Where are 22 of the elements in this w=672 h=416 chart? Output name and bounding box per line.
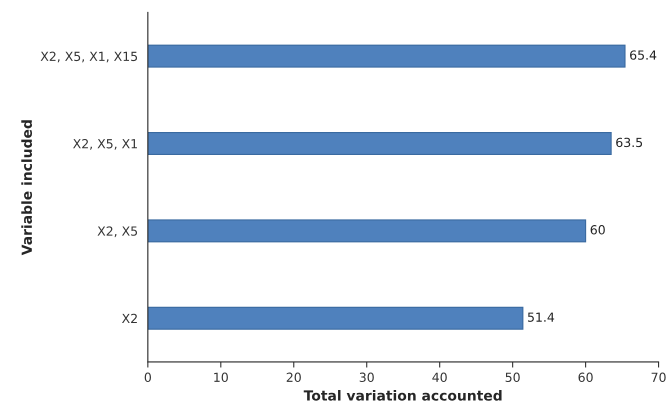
x-tick-label: 10	[214, 372, 228, 382]
data-label: 60	[590, 225, 605, 235]
x-tick-label: 70	[652, 372, 666, 382]
x-tick-label: 60	[578, 372, 593, 382]
bar	[148, 219, 586, 242]
x-tick-label: 40	[432, 372, 447, 382]
bar	[148, 306, 524, 330]
x-tick-label: 20	[286, 372, 301, 382]
y-tick-label: X2, X5, X1	[73, 138, 137, 150]
x-tick-label: 0	[144, 372, 151, 382]
y-axis-title: Variable included	[21, 120, 32, 256]
y-tick-label: X2, X5, X1, X15	[40, 52, 138, 62]
data-label: 65.4	[630, 50, 656, 60]
x-tick-label: 50	[506, 372, 520, 382]
bar	[148, 44, 626, 68]
y-tick-label: X2	[122, 314, 137, 323]
bar	[148, 132, 612, 155]
data-label: 51.4	[528, 312, 554, 322]
y-tick-label: X2, X5	[98, 226, 138, 238]
x-axis-title: Total variation accounted	[304, 390, 502, 401]
data-label: 63.5	[616, 138, 642, 148]
x-tick-label: 30	[360, 372, 374, 382]
